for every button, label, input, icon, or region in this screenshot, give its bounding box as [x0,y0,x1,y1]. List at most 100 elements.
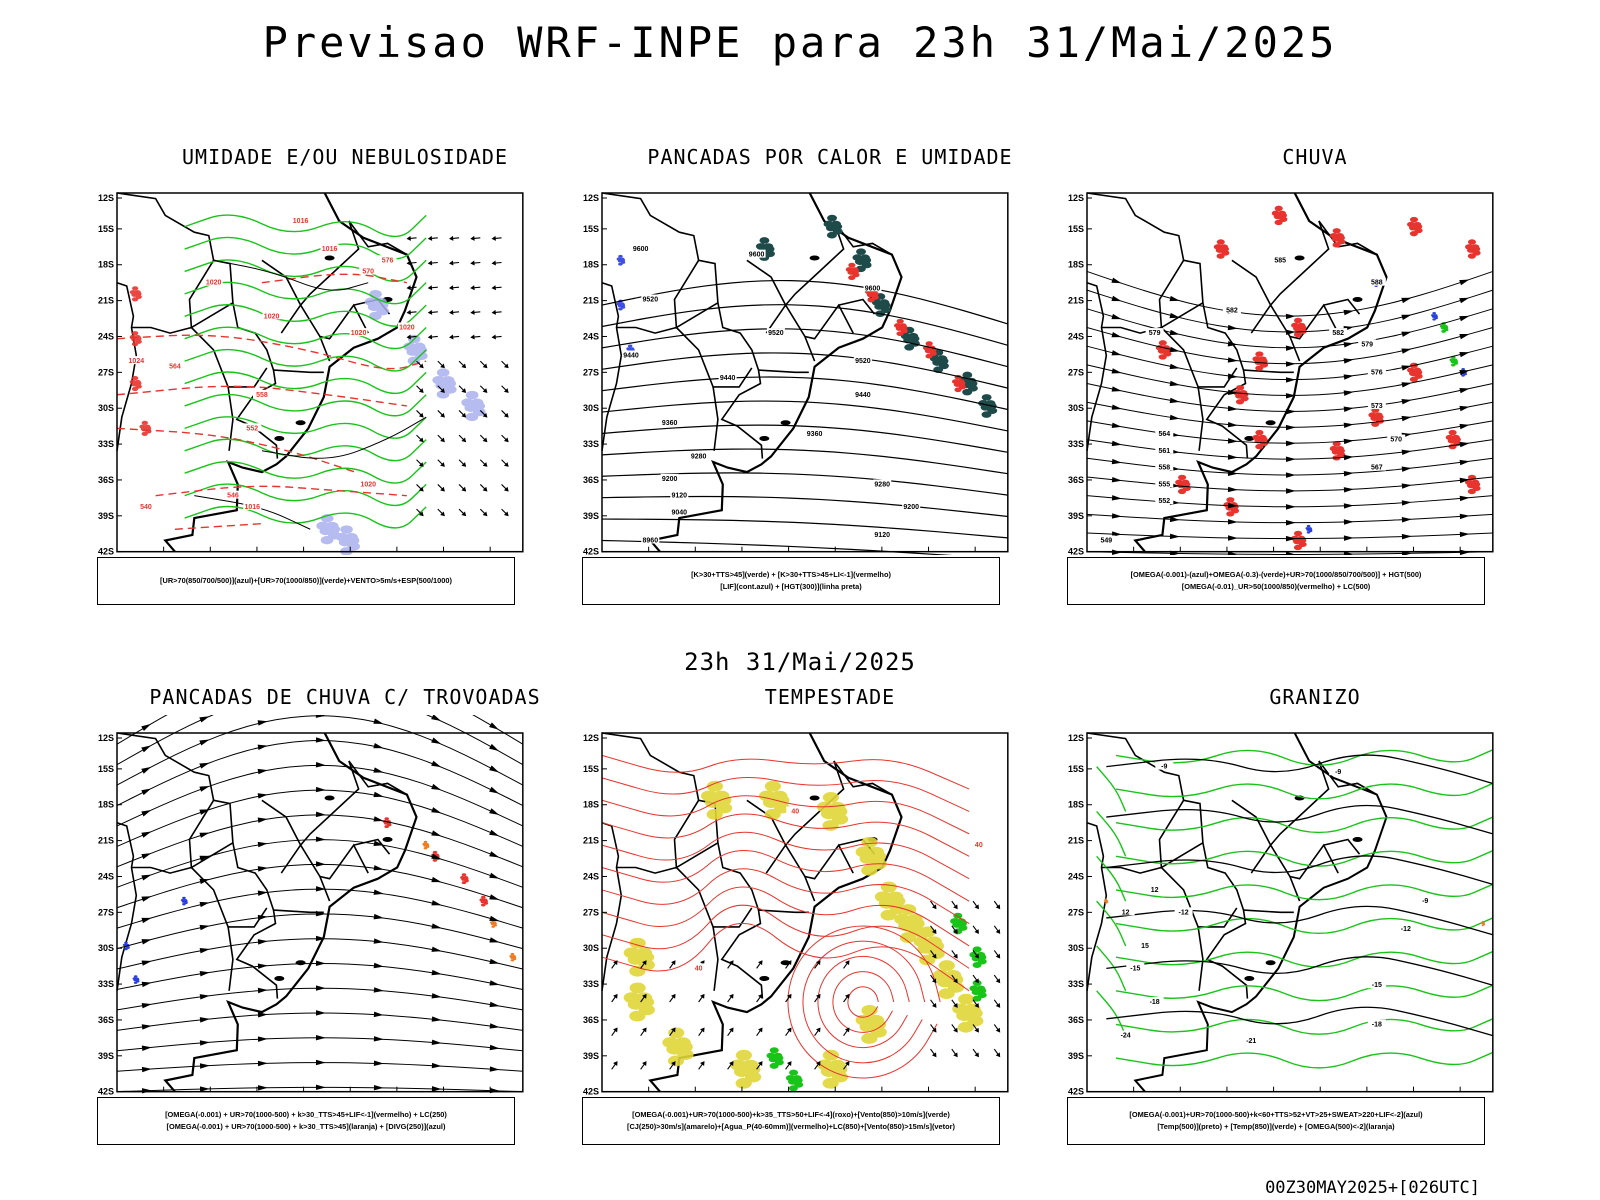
contour-label: 9520 [643,296,659,303]
divergence-blue-area [122,896,188,984]
rain-blue-area-patch [1432,311,1436,315]
lat-tick-label: 24S [1068,331,1084,341]
flow-arrowhead [489,894,500,900]
flow-arrowhead [257,768,268,775]
flow-arrowhead [315,1010,326,1016]
wind-vector-head [995,1052,1001,1058]
wind-vector-head [482,388,488,393]
jet-yellow-area-patch [667,1055,685,1067]
flow-arrowhead [1459,423,1470,430]
unstable-red-area-patch [925,353,933,359]
rain-red-area-patch [1177,488,1187,495]
flow-arrowhead [1169,312,1180,319]
lif-blue-contours-patch [629,347,635,351]
flow-arrowhead [199,739,210,746]
rain-blue-area-patch [1433,314,1438,317]
wind-vector-head [418,486,424,492]
wind-vector-head [729,993,734,999]
flow-arrowhead [1285,472,1296,478]
contour-label-bg [223,490,242,499]
temp500-black-contours-line [1106,754,1494,785]
wind15-vectors-east [930,900,1001,1058]
wind-vector-head [758,960,763,966]
rain-blue-area-patch [1461,368,1465,371]
flow-arrowhead [1285,456,1296,462]
coastline [648,192,903,553]
humidity-green-contours-line [184,483,427,507]
flow-arrowhead [1111,476,1122,483]
flow-arrowhead [1343,470,1354,477]
wind-vector-head [844,1027,850,1033]
wind-vector-head [440,363,445,369]
flow-arrowhead [199,1040,210,1046]
storm-red-area-patch [384,825,389,829]
flow-arrowhead [1459,513,1470,520]
wind-vector-head [931,1052,937,1058]
flow-arrowhead [373,742,384,749]
legend-tempestade: [OMEGA(-0.001)+UR>70(1000-500)+k>35_TTS>… [582,1097,1000,1145]
contour-label: -18 [1372,1021,1382,1028]
flow-arrowhead [1459,405,1470,412]
lat-tick-label: 18S [583,800,599,810]
divergence-blue-area-patch [133,975,138,978]
flow-arrowhead [141,766,152,774]
lc850-red-streamlines-line [601,923,970,992]
coastline [163,732,418,1093]
rain-blue-area-patch [1431,314,1435,317]
lat-tick-label: 27S [1068,907,1084,917]
humid-red-hatch-patch [141,420,148,426]
contour-label-bg [689,451,708,460]
lc850-red-streamlines-line [601,850,970,902]
lat-tick-label: 33S [98,439,114,449]
legend-chuva: [OMEGA(-0.001)-(azul)+OMEGA(-0.3)-(verde… [1067,557,1485,605]
rain-red-area-patch [1226,497,1235,503]
flow-arrowhead [1401,483,1412,489]
flow-arrowhead [373,718,384,724]
flow-arrowhead [1285,424,1296,431]
contour-label: 558 [256,392,268,399]
lake-blob [274,435,285,441]
divergence-blue-area-patch [124,941,128,945]
forecast-time-label: 23h 31/Mai/2025 [684,648,916,676]
flow-arrowhead [257,720,268,726]
humidity-blue-area-patch [403,342,416,351]
wind-vector-head [974,904,979,910]
omega-orange-area-patch [1104,898,1108,900]
lat-tick-label: 21S [1068,296,1084,306]
lake-blob [1352,296,1363,302]
lc250-streamlines-line [116,814,524,868]
jet-yellow-area-patch [932,969,950,981]
contour-label-bg [1174,907,1193,916]
wind-vector-head [700,1027,705,1033]
storm-red-area-patch [461,873,467,877]
rain-red-area-patch [1294,317,1303,324]
storm-red-area-patch [481,903,486,907]
lat-tick-label: 24S [583,331,599,341]
lat-tick-label: 30S [1068,943,1084,953]
jet-yellow-area-patch [894,913,911,925]
humidity-green-contours-line [184,505,427,529]
flow-arrowhead [1111,513,1122,519]
unstable-green-area-patch [981,394,992,401]
flow-arrowhead [141,831,152,838]
flow-arrowhead [141,1066,152,1073]
wind-vector-head [461,486,467,492]
jet-yellow-area-patch [887,891,904,903]
flow-arrowhead [1285,361,1296,367]
lat-tick-label: 18S [98,800,114,810]
flow-arrowhead [373,865,384,871]
contour-label: 9440 [720,375,736,382]
contour-label-bg [1145,997,1164,1006]
wind-vector-head [406,285,411,291]
thickness-red-dashed-line [155,485,407,497]
contour-label-bg [621,350,640,359]
contour-label: 564 [169,364,181,371]
rain-red-area-patch [1467,239,1477,245]
flow-arrowhead [1227,486,1238,493]
flow-arrowhead [1459,334,1470,340]
rain-green-area-patch [1441,329,1446,333]
unstable-green-area-patch [904,343,915,351]
flow-arrowhead [1285,408,1296,415]
rain-red-area-patch [1465,479,1474,485]
jet-yellow-area-patch [822,1049,839,1061]
